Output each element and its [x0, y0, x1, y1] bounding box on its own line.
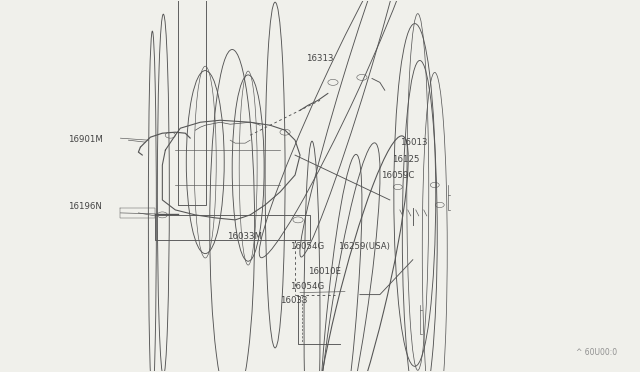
Text: 16033: 16033 [280, 296, 308, 305]
Text: 16013: 16013 [400, 138, 428, 147]
Text: 16033M: 16033M [227, 231, 262, 241]
Text: 16010E: 16010E [308, 267, 342, 276]
Text: 16054G: 16054G [290, 241, 324, 250]
Text: 16901M: 16901M [68, 135, 102, 144]
Text: 16059C: 16059C [381, 171, 414, 180]
Text: 16259(USA): 16259(USA) [338, 241, 390, 250]
Text: 16196N: 16196N [68, 202, 102, 211]
Text: ^ 60U00:0: ^ 60U00:0 [576, 348, 617, 357]
Text: 16313: 16313 [306, 54, 333, 62]
Text: 16125: 16125 [392, 155, 419, 164]
Bar [179, 0, 206, 205]
Text: 16054G: 16054G [290, 282, 324, 291]
